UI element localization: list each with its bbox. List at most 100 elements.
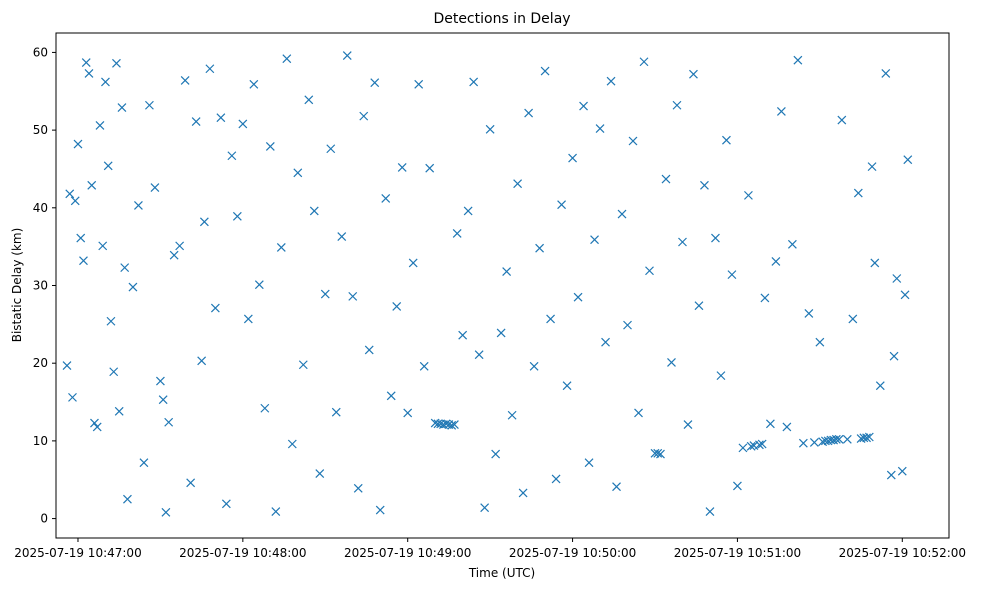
data-point (447, 420, 457, 430)
data-point (584, 458, 594, 468)
data-point (667, 357, 676, 367)
data-point (842, 434, 852, 444)
data-point (782, 422, 792, 432)
data-point (408, 258, 418, 268)
data-point (287, 439, 297, 449)
data-point (656, 449, 665, 459)
data-point (92, 422, 102, 432)
data-point (653, 448, 663, 458)
data-point (112, 58, 121, 68)
data-point (375, 505, 385, 515)
data-point (557, 200, 566, 210)
data-point (205, 64, 215, 74)
data-point (293, 168, 303, 178)
data-point (743, 190, 753, 200)
data-point (568, 153, 577, 163)
data-point (139, 458, 149, 468)
data-point (81, 58, 91, 67)
data-point (238, 119, 248, 129)
data-point (513, 179, 523, 189)
data-point (180, 75, 190, 85)
data-point (579, 101, 588, 111)
data-point (485, 124, 495, 134)
data-point (419, 361, 429, 371)
data-point (79, 256, 88, 266)
data-point (480, 503, 490, 513)
data-point (623, 320, 632, 330)
data-point (164, 417, 174, 427)
data-point (864, 432, 874, 442)
data-point (606, 76, 616, 86)
data-point (746, 441, 756, 451)
y-tick-label: 30 (33, 279, 48, 293)
data-point (320, 289, 330, 299)
data-points (62, 51, 913, 517)
data-point (186, 478, 196, 488)
data-point (216, 113, 226, 123)
data-point (897, 466, 907, 476)
data-point (672, 100, 682, 110)
data-point (848, 314, 858, 324)
data-point (757, 439, 767, 449)
data-point (114, 406, 124, 416)
data-point (282, 54, 292, 64)
data-point (370, 78, 380, 88)
data-point (491, 449, 501, 459)
y-axis: 0 10 20 30 40 50 60 (33, 45, 56, 526)
data-point (892, 274, 902, 283)
data-point (155, 376, 165, 386)
data-point (98, 241, 108, 251)
data-point (70, 196, 80, 206)
y-axis-label: Bistatic Delay (km) (10, 228, 24, 343)
data-point (809, 438, 819, 447)
data-point (837, 115, 847, 125)
data-point (716, 371, 726, 381)
data-point (496, 328, 506, 338)
data-point (612, 482, 621, 492)
data-point (573, 292, 583, 302)
data-point (150, 183, 160, 193)
data-point (507, 410, 517, 420)
data-point (249, 79, 259, 89)
data-point (694, 301, 704, 311)
data-point (815, 337, 825, 347)
plot-frame (55, 32, 950, 539)
data-point (161, 507, 171, 517)
data-point (337, 232, 347, 241)
data-point (529, 361, 539, 371)
data-point (199, 217, 209, 227)
data-point (68, 392, 77, 402)
data-point (128, 282, 138, 292)
y-tick-label: 20 (33, 356, 48, 370)
data-point (771, 256, 781, 266)
data-point (197, 356, 207, 366)
data-point (733, 481, 742, 491)
data-point (678, 237, 687, 247)
data-point (524, 108, 534, 118)
y-tick-label: 50 (33, 123, 48, 137)
data-point (353, 483, 363, 493)
data-point (144, 100, 154, 110)
x-tick-label: 2025-07-19 10:51:00 (674, 546, 801, 560)
data-point (760, 293, 770, 303)
data-point (661, 174, 671, 184)
data-point (397, 162, 407, 172)
data-point (392, 302, 402, 311)
data-point (425, 163, 435, 173)
data-point (546, 314, 556, 324)
data-point (862, 433, 871, 443)
data-point (386, 391, 396, 401)
chart-title: Detections in Delay (433, 11, 570, 27)
data-point (76, 233, 86, 243)
data-point (639, 57, 649, 67)
data-point (834, 434, 844, 444)
data-point (590, 235, 599, 245)
y-tick-label: 40 (33, 201, 48, 215)
data-point (474, 350, 484, 360)
x-axis-label: Time (UTC) (468, 566, 535, 580)
data-point (254, 280, 264, 290)
data-point (364, 345, 374, 355)
data-point (331, 407, 341, 417)
data-point (169, 250, 179, 260)
x-axis: 2025-07-19 10:47:00 2025-07-19 10:48:00 20… (14, 538, 966, 560)
